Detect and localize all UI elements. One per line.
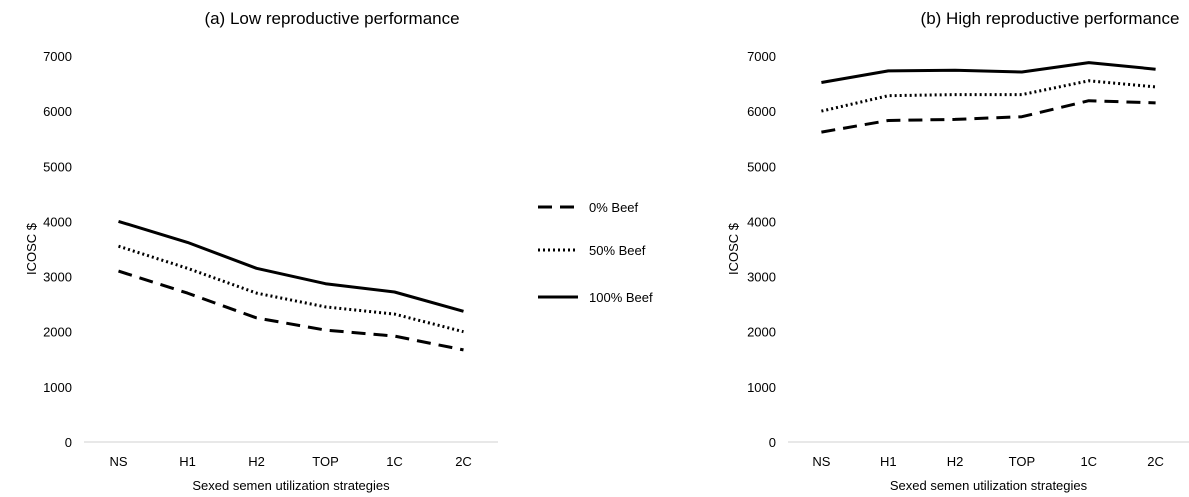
x-tick-label: H2 (248, 454, 265, 469)
y-tick-label: 4000 (747, 214, 776, 229)
series-line-50-beef (821, 79, 1156, 113)
x-tick-label: 2C (1147, 454, 1164, 469)
legend-label: 100% Beef (589, 290, 653, 305)
x-tick-label: NS (812, 454, 830, 469)
chart-title: (b) High reproductive performance (921, 9, 1180, 28)
y-tick-label: 1000 (43, 380, 72, 395)
y-tick-label: 4000 (43, 214, 72, 229)
x-axis-label: Sexed semen utilization strategies (890, 478, 1088, 493)
y-tick-label: 7000 (43, 49, 72, 64)
y-tick-label: 5000 (747, 159, 776, 174)
y-tick-label: 5000 (43, 159, 72, 174)
panel-low-reproductive: (a) Low reproductive performance 0 1000 200… (24, 9, 498, 493)
y-axis-label: ICOSC $ (24, 222, 39, 275)
chart-title: (a) Low reproductive performance (204, 9, 459, 28)
x-tick-label: H1 (179, 454, 196, 469)
series-line-0-beef (821, 99, 1156, 134)
x-tick-label: TOP (312, 454, 339, 469)
legend-label: 0% Beef (589, 200, 639, 215)
series-line-0-beef (118, 269, 464, 352)
x-tick-label: 1C (386, 454, 403, 469)
legend: 0% Beef 50% Beef 100% Beef (538, 200, 653, 305)
x-tick-label: H2 (947, 454, 964, 469)
x-tick-label: 2C (455, 454, 472, 469)
legend-label: 50% Beef (589, 243, 646, 258)
y-tick-label: 6000 (747, 104, 776, 119)
x-tick-label: H1 (880, 454, 897, 469)
y-tick-label: 2000 (747, 325, 776, 340)
y-tick-label: 3000 (43, 270, 72, 285)
series-line-100-beef (821, 61, 1156, 84)
x-tick-label: 1C (1080, 454, 1097, 469)
x-tick-label: NS (109, 454, 127, 469)
x-axis-label: Sexed semen utilization strategies (192, 478, 390, 493)
y-axis-label: ICOSC $ (726, 222, 741, 275)
series-line-100-beef (118, 219, 464, 313)
y-tick-label: 2000 (43, 325, 72, 340)
y-tick-label: 0 (65, 435, 72, 450)
y-tick-label: 0 (769, 435, 776, 450)
y-tick-label: 6000 (43, 104, 72, 119)
y-tick-label: 7000 (747, 49, 776, 64)
y-tick-label: 1000 (747, 380, 776, 395)
series-line-50-beef (118, 244, 464, 334)
x-tick-label: TOP (1009, 454, 1036, 469)
panel-high-reproductive: (b) High reproductive performance 0 1000 20… (726, 9, 1189, 493)
y-tick-label: 3000 (747, 270, 776, 285)
